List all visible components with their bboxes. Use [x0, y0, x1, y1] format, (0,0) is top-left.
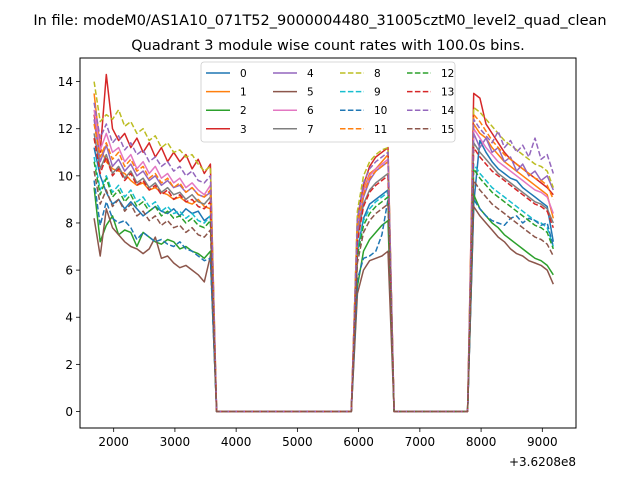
y-tick-label: 4 [65, 311, 73, 325]
y-tick-label: 14 [58, 75, 73, 89]
x-tick-label: 3000 [160, 435, 191, 449]
x-tick-label: 4000 [221, 435, 252, 449]
legend-label-15: 15 [441, 124, 454, 136]
x-offset-label: +3.6208e8 [509, 455, 576, 469]
legend-label-4: 4 [307, 68, 314, 80]
series-line-13 [93, 137, 555, 413]
legend-label-10: 10 [374, 105, 387, 117]
y-tick-label: 2 [65, 358, 73, 372]
series-line-7 [93, 133, 554, 413]
legend-label-0: 0 [240, 68, 247, 80]
series-line-15 [93, 170, 554, 413]
legend-box [200, 61, 456, 143]
series-line-5 [93, 205, 554, 413]
x-tick-label: 2000 [98, 435, 129, 449]
legend-label-2: 2 [240, 105, 247, 117]
legend-label-9: 9 [374, 87, 381, 99]
x-tick-label: 5000 [282, 435, 313, 449]
series-line-6 [93, 109, 555, 413]
chart-title: Quadrant 3 module wise count rates with … [131, 38, 525, 54]
x-tick-label: 9000 [527, 435, 558, 449]
series-line-12 [93, 161, 555, 413]
legend-label-1: 1 [240, 87, 247, 99]
x-tick-label: 7000 [405, 435, 436, 449]
legend-label-12: 12 [441, 68, 454, 80]
x-axis: 2000 3000 4000 5000 6000 7000 8000 9000 [98, 428, 558, 449]
series-line-8 [93, 81, 555, 413]
legend-label-3: 3 [240, 124, 247, 136]
plot-lines [93, 73, 555, 413]
y-axis: 0 2 4 6 8 10 12 14 [58, 75, 80, 419]
legend-label-6: 6 [307, 105, 314, 117]
y-tick-label: 0 [65, 405, 73, 419]
legend-label-11: 11 [374, 124, 387, 136]
series-line-11 [93, 113, 554, 413]
y-tick-label: 8 [65, 216, 73, 230]
y-tick-label: 12 [58, 122, 73, 136]
series-line-10 [93, 180, 555, 413]
y-tick-label: 6 [65, 264, 73, 278]
x-tick-label: 8000 [466, 435, 497, 449]
legend-label-5: 5 [307, 87, 314, 99]
legend-label-7: 7 [307, 124, 314, 136]
series-line-0 [93, 139, 555, 413]
legend-label-14: 14 [441, 105, 455, 117]
y-tick-label: 10 [58, 169, 73, 183]
legend-label-8: 8 [374, 68, 381, 80]
plot-frame [79, 57, 577, 429]
suptitle: In file: modeM0/AS1A10_071T52_9000004480… [33, 13, 606, 29]
x-tick-label: 6000 [343, 435, 374, 449]
legend-label-13: 13 [441, 87, 454, 99]
